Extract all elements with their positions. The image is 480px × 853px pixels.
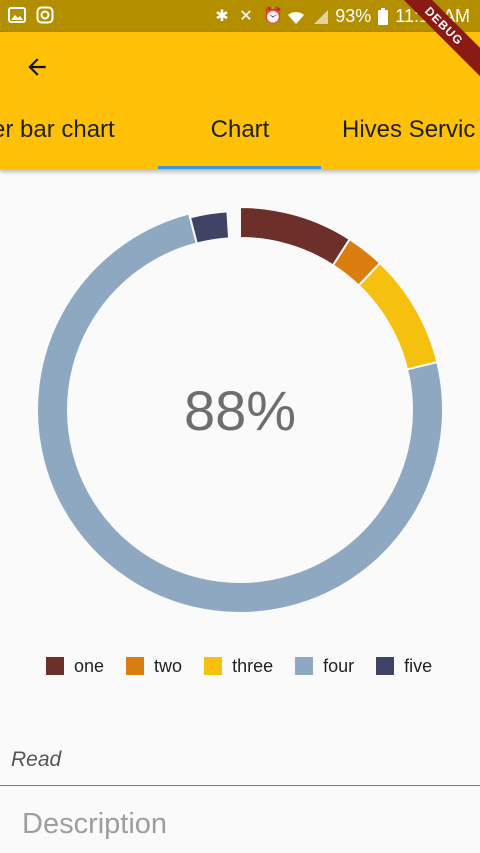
tab-chart[interactable]: Chart: [210, 116, 270, 143]
slice-one: [239, 205, 352, 267]
app-bar: er bar chart Chart Hives Servic: [0, 32, 480, 170]
alarm-icon: ⏰: [263, 7, 284, 25]
legend-swatch: [204, 657, 223, 675]
legend-item-two: two: [126, 656, 182, 676]
donut-chart: 88%: [0, 170, 480, 640]
status-bar: ✱ ✕ ⏰ 93% 11:12 AM: [0, 0, 480, 32]
legend-item-three: three: [204, 656, 273, 676]
tab-indicator: [158, 166, 321, 169]
tab-bar-chart[interactable]: er bar chart: [0, 116, 115, 143]
battery-percent: 93%: [335, 6, 372, 26]
instagram-icon: [36, 6, 54, 24]
back-button[interactable]: [16, 46, 58, 88]
bluetooth-icon: ✱: [215, 7, 229, 25]
slice-five: [188, 210, 231, 245]
mute-icon: ✕: [239, 7, 253, 25]
tab-bar: er bar chart Chart Hives Servic: [0, 102, 480, 170]
legend-item-one: one: [46, 656, 104, 676]
signal-icon: [314, 9, 329, 24]
legend-item-four: four: [295, 656, 354, 676]
legend-label: four: [323, 655, 355, 676]
legend-swatch: [46, 657, 64, 675]
legend-label: five: [404, 655, 433, 676]
legend-item-five: five: [376, 656, 432, 676]
divider: [0, 785, 480, 786]
arrow-left-icon: [28, 58, 46, 76]
chart-legend: one two three four five: [46, 656, 446, 676]
description-placeholder: Description: [22, 808, 168, 840]
legend-label: three: [232, 655, 274, 676]
wifi-icon: [288, 11, 305, 24]
battery-charging-icon: [378, 7, 389, 25]
legend-label: two: [154, 655, 183, 676]
legend-swatch: [126, 657, 145, 675]
slice-four: [36, 212, 444, 614]
legend-swatch: [376, 657, 395, 675]
read-label: Read: [11, 748, 62, 771]
chart-center-label: 88%: [184, 379, 296, 442]
gallery-icon: [8, 7, 26, 23]
tab-hives-service[interactable]: Hives Servic: [342, 116, 476, 143]
legend-swatch: [295, 657, 314, 675]
legend-label: one: [74, 655, 105, 676]
slice-three: [357, 261, 439, 371]
